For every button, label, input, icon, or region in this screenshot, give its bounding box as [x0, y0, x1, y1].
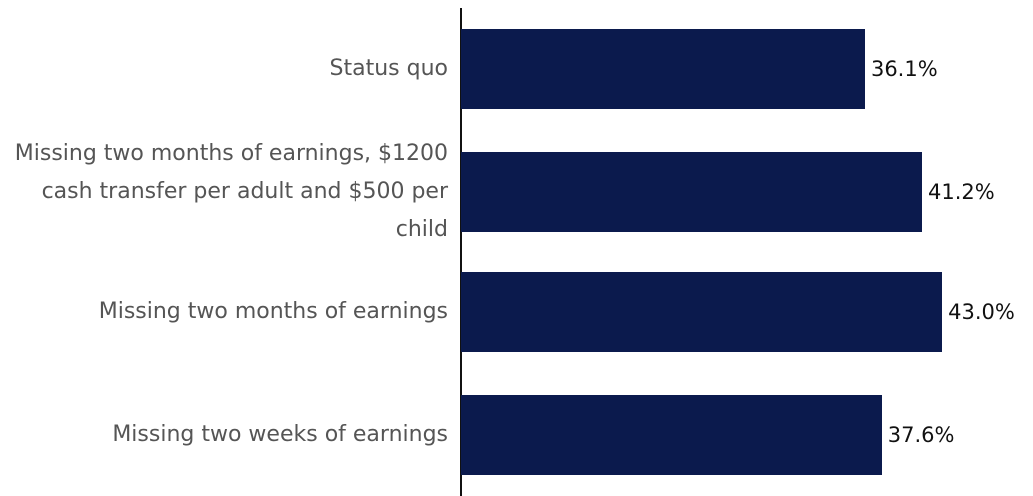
- value-label: 43.0%: [948, 300, 1015, 324]
- axis-line: [460, 8, 462, 496]
- value-label: 37.6%: [887, 423, 955, 447]
- value-label: 36.1%: [870, 57, 938, 81]
- bar: [461, 395, 882, 475]
- value-label: 41.2%: [928, 180, 995, 204]
- bar: [461, 272, 943, 352]
- category-label: Missing two weeks of earnings: [112, 422, 448, 447]
- bar: [461, 152, 923, 232]
- category-label: Missing two months of earnings, $1200 ca…: [14, 141, 448, 242]
- category-label: Status quo: [329, 56, 448, 81]
- category-label: Missing two months of earnings: [98, 299, 448, 324]
- bar: [461, 29, 865, 109]
